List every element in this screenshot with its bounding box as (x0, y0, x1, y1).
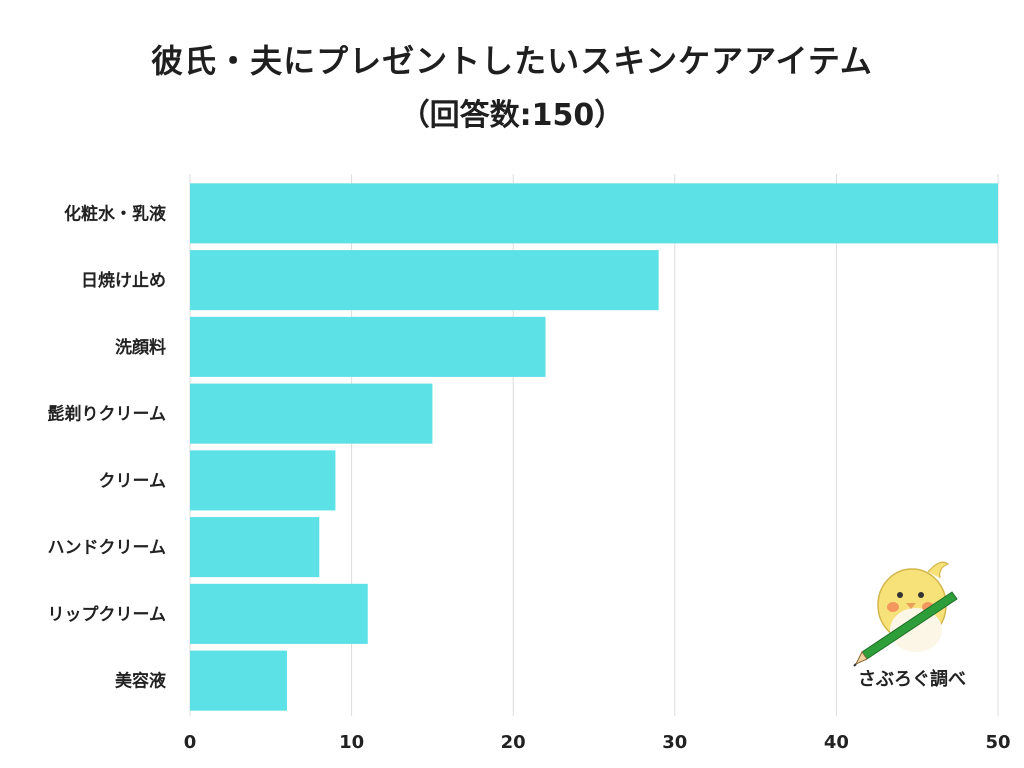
x-tick-label: 0 (184, 732, 197, 753)
bar (190, 650, 287, 711)
x-tick-label: 50 (985, 732, 1010, 753)
bar (190, 517, 320, 578)
x-tick-labels: 0 10 20 30 40 50 (184, 732, 1011, 753)
bar (190, 383, 433, 444)
chart-title: 彼氏・夫にプレゼントしたいスキンケアアイテム (151, 42, 873, 80)
category-label: 美容液 (115, 671, 166, 692)
bars (190, 183, 998, 711)
category-label: ハンドクリーム (48, 538, 167, 558)
category-label: 髭剃りクリーム (48, 404, 167, 425)
x-tick-label: 40 (824, 732, 849, 753)
chart-subtitle: （回答数:150） (399, 98, 625, 133)
category-label: 化粧水・乳液 (64, 203, 166, 224)
x-tick-label: 30 (662, 732, 687, 753)
bar (190, 250, 659, 311)
bar (190, 316, 546, 377)
bar (190, 183, 998, 244)
category-label: 洗顔料 (115, 337, 166, 358)
credit-label: さぶろぐ調べ (858, 669, 966, 690)
category-label: クリーム (99, 471, 167, 491)
category-label: リップクリーム (48, 604, 167, 625)
bar (190, 450, 336, 511)
category-label: 日焼け止め (81, 270, 166, 291)
bar (190, 583, 368, 644)
category-labels: 化粧水・乳液日焼け止め洗顔料髭剃りクリームクリームハンドクリームリップクリーム美… (48, 203, 167, 691)
x-tick-label: 10 (339, 732, 364, 753)
x-tick-label: 20 (501, 732, 526, 753)
bird-with-pencil-icon (853, 561, 958, 667)
